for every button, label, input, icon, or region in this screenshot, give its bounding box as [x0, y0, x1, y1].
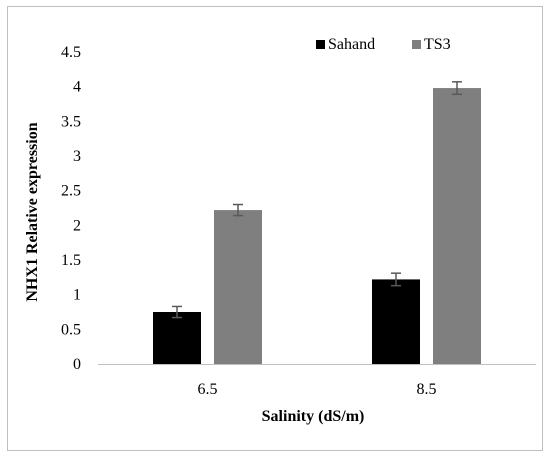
y-tick-label: 3	[73, 148, 81, 165]
legend-label: Sahand	[328, 36, 375, 53]
error-bar-ts3-8_5	[452, 81, 462, 96]
legend-label: TS3	[424, 36, 451, 53]
bar-ts3-8_5	[433, 88, 481, 364]
error-bar-sahand-8_5	[391, 272, 401, 287]
x-tick-label: 8.5	[417, 381, 437, 398]
error-bar-sahand-6_5	[172, 305, 182, 319]
y-tick-label: 4	[73, 79, 81, 96]
error-bars	[172, 81, 462, 319]
legend-swatch	[316, 40, 325, 49]
y-tick-label: 3.5	[61, 113, 81, 130]
y-axis-ticks: 0 0.5 1 1.5 2 2.5 3 3.5 4 4.5	[61, 44, 81, 373]
x-tick-label: 6.5	[198, 381, 218, 398]
legend: Sahand TS3	[316, 36, 451, 53]
x-axis-title: Salinity (dS/m)	[262, 408, 365, 425]
bar-ts3-6_5	[214, 210, 262, 364]
y-tick-label: 2.5	[61, 183, 81, 200]
legend-swatch	[412, 40, 421, 49]
error-bar-ts3-6_5	[233, 203, 243, 217]
y-tick-label: 1.5	[61, 252, 81, 269]
bar-sahand-6_5	[153, 312, 201, 364]
y-tick-label: 4.5	[61, 44, 81, 61]
y-tick-label: 0.5	[61, 321, 81, 338]
y-tick-label: 1	[73, 287, 81, 304]
bars	[153, 88, 481, 364]
y-tick-label: 0	[73, 356, 81, 373]
y-tick-label: 2	[73, 217, 81, 234]
y-axis-title: NHX1 Relative expression	[24, 122, 41, 301]
legend-item-sahand: Sahand	[316, 36, 375, 53]
legend-item-ts3: TS3	[412, 36, 451, 53]
bar-sahand-8_5	[372, 279, 420, 364]
x-axis-ticks: 6.5 8.5	[198, 381, 437, 398]
